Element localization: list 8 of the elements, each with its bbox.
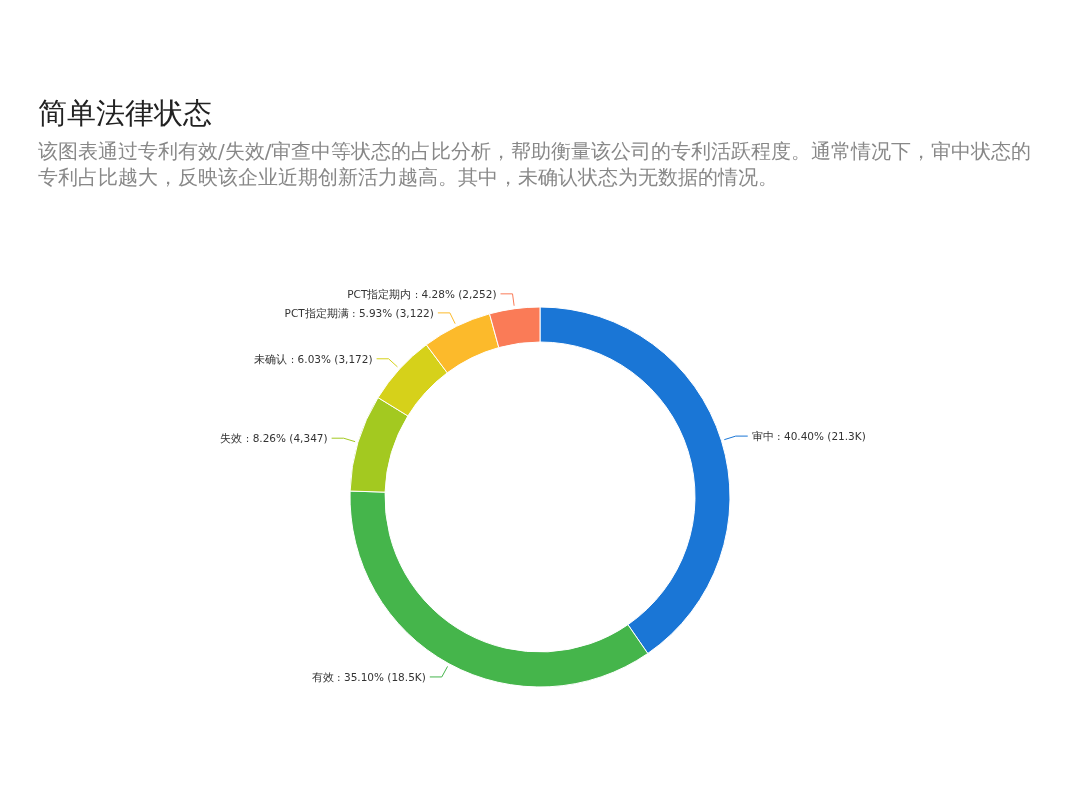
slice-label: PCT指定期满 : 5.93% (3,122) — [284, 306, 434, 319]
chart-subtitle: 该图表通过专利有效/失效/审查中等状态的占比分析，帮助衡量该公司的专利活跃程度。通常情况下，审中状态的专利占比越大，反映该企业近期创新活力越高。其中，未确认状态为无数据的情况。 — [38, 138, 1033, 190]
slice-label: 有效 : 35.10% (18.5K) — [311, 670, 426, 683]
slice-label: 未确认 : 6.03% (3,172) — [254, 352, 373, 365]
chart-title: 简单法律状态 — [38, 95, 212, 132]
slice-label: 失效 : 8.26% (4,347) — [220, 432, 328, 445]
slice-label: 审中 : 40.40% (21.3K) — [751, 430, 866, 443]
slice-label: PCT指定期内 : 4.28% (2,252) — [347, 287, 497, 300]
